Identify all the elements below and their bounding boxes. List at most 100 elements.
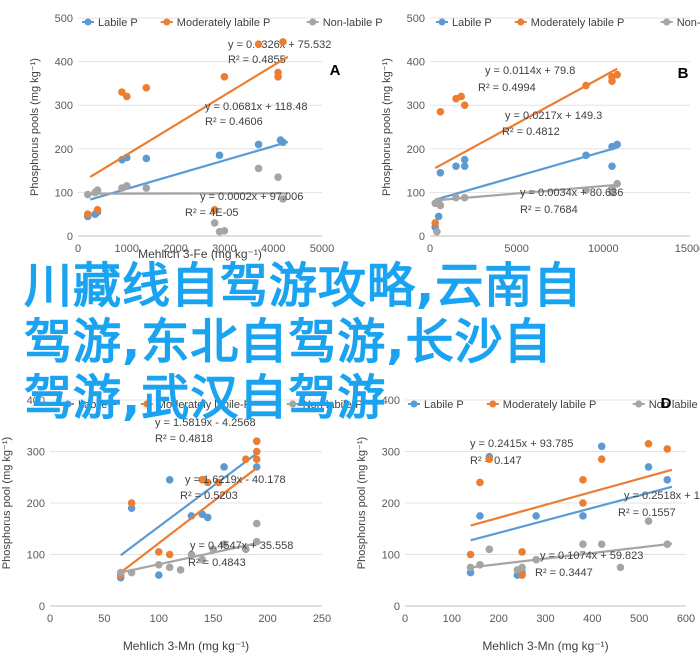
trendline-equation: y = 1.6219x - 40.178 [185, 474, 286, 486]
panel-label: D [661, 395, 672, 412]
data-point [165, 550, 174, 559]
y-tick-label: 200 [407, 144, 425, 156]
data-point [532, 555, 540, 564]
data-point [431, 219, 440, 227]
r-squared-label: R² = 0.7684 [520, 204, 578, 216]
trendline-equation: y = 0.0681x + 118.48 [205, 101, 308, 113]
data-point [176, 566, 185, 574]
trendline-equation: y = 0.0114x + 79.8 [485, 65, 575, 77]
x-tick-label: 100 [150, 613, 168, 625]
x-tick-label: 10000 [588, 243, 619, 255]
data-point [155, 548, 163, 556]
legend-entry: Moderately labile P [531, 17, 625, 29]
x-tick-label: 0 [402, 613, 408, 625]
overlay-line-1: 川藏线自驾游攻略,云南自 [24, 258, 583, 314]
legend-dot-marker [84, 18, 92, 26]
legend-entry: Moderately labile P [503, 399, 597, 411]
data-point [644, 439, 653, 448]
legend-dot-marker [309, 18, 317, 26]
y-tick-label: 100 [382, 550, 400, 562]
trendline-equation: y = 0.0034x + 80.636 [520, 187, 623, 199]
data-point [518, 571, 526, 579]
data-point [663, 540, 672, 548]
data-point [215, 151, 224, 160]
r-squared-label: R² = 0.4818 [155, 433, 213, 445]
legend-entry: Non labile P [649, 399, 700, 411]
overlay-line-2: 驾游,东北自驾游,长沙自 [24, 314, 553, 370]
data-point [93, 206, 102, 214]
data-point [663, 445, 672, 453]
x-tick-label: 0 [47, 613, 53, 625]
data-point [582, 151, 590, 160]
data-point [252, 455, 261, 464]
data-point [644, 463, 653, 471]
x-tick-label: 2000 [163, 243, 187, 255]
y-tick-label: 0 [394, 601, 400, 613]
data-point [597, 455, 606, 464]
trendline-equation: y = 0.1074x + 59.823 [540, 550, 643, 562]
data-point [203, 478, 212, 487]
panel-label: B [678, 65, 689, 82]
x-tick-label: 4000 [261, 243, 285, 255]
data-point [83, 190, 92, 199]
trendline [470, 468, 673, 527]
data-point [608, 162, 616, 171]
data-point [518, 563, 526, 572]
y-tick-label: 300 [407, 100, 425, 112]
x-tick-label: 1000 [115, 243, 139, 255]
legend-entry: Non labile-P [303, 399, 363, 411]
x-tick-label: 50 [98, 613, 110, 625]
data-point [466, 550, 475, 559]
y-tick-label: 400 [55, 57, 73, 69]
x-tick-label: 600 [677, 613, 695, 625]
x-tick-label: 5000 [310, 243, 334, 255]
trendline-equation: y = 0.2415x + 93.785 [470, 438, 573, 450]
legend-entry: Labile P [98, 17, 138, 29]
overlay-line-3: 驾游,武汉自驾游 [24, 370, 387, 426]
chart-panel-2: 0100200300400500050001000015000Phosphoru… [381, 13, 700, 255]
legend-entry: Non-labile P [323, 17, 383, 29]
legend-entry: Labile P [424, 399, 464, 411]
y-tick-label: 200 [27, 498, 45, 510]
data-point [93, 186, 102, 195]
trendline-equation: y = 1.5819x - 4.2568 [155, 417, 256, 429]
data-point [254, 40, 263, 48]
data-point [452, 162, 460, 171]
data-point [579, 540, 587, 548]
y-tick-label: 300 [382, 447, 400, 459]
r-squared-label: R² = 0.3447 [535, 567, 593, 579]
data-point [123, 92, 131, 101]
x-tick-label: 0 [427, 243, 433, 255]
data-point [279, 38, 287, 46]
x-tick-label: 250 [313, 613, 331, 625]
legend-dot-marker [438, 18, 446, 26]
data-point [198, 555, 207, 564]
data-point [252, 437, 261, 446]
y-tick-label: 400 [407, 57, 425, 69]
data-point [518, 548, 526, 556]
data-point [210, 219, 219, 227]
x-tick-label: 3000 [212, 243, 236, 255]
y-tick-label: 400 [27, 395, 45, 407]
data-point [597, 540, 606, 548]
y-tick-label: 0 [39, 601, 45, 613]
y-tick-label: 200 [55, 144, 73, 156]
legend-dot-marker [289, 400, 297, 408]
y-tick-label: 200 [382, 498, 400, 510]
data-point [254, 164, 263, 173]
r-squared-label: R² = 0.4843 [188, 557, 246, 569]
data-point [597, 442, 606, 451]
data-point [466, 563, 475, 572]
x-axis-label: Mehlich 3-Mn (mg kg⁻¹) [123, 639, 249, 653]
data-point [155, 561, 163, 569]
data-point [452, 193, 460, 202]
y-tick-label: 500 [55, 13, 73, 25]
data-point [579, 499, 587, 507]
data-point [582, 186, 590, 195]
data-point [203, 513, 212, 522]
trendline [470, 542, 673, 569]
data-point [613, 70, 621, 79]
data-point [532, 512, 540, 520]
data-point [214, 478, 223, 487]
data-point [155, 571, 163, 579]
